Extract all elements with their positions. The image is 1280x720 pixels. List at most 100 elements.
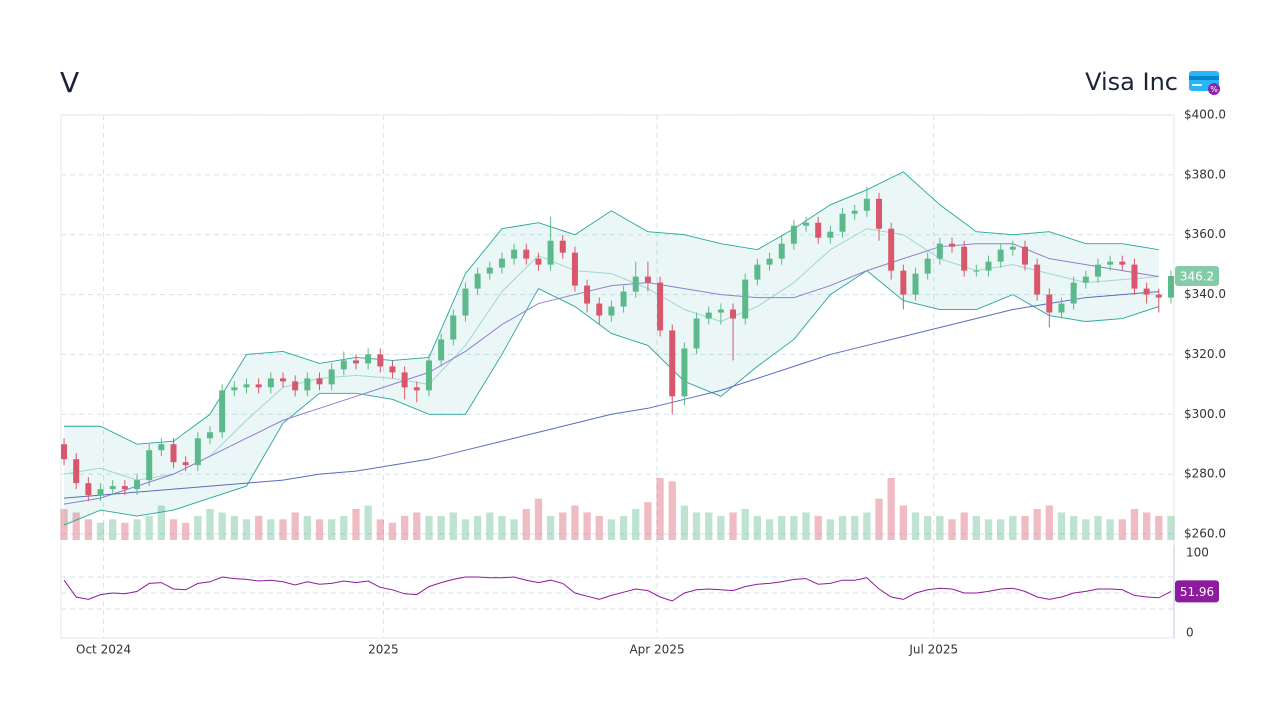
volume-bar: [717, 515, 725, 540]
candle-body: [267, 378, 274, 388]
rsi-tick-label: 0: [1186, 626, 1194, 640]
rsi-last-tag: [1175, 580, 1219, 603]
candle-body: [450, 315, 457, 340]
volume-bar: [534, 498, 543, 540]
candle-body: [316, 378, 323, 385]
volume-bar: [790, 515, 798, 540]
volume-bar: [644, 502, 652, 540]
candle-body: [778, 243, 785, 259]
volume-bar: [255, 515, 263, 540]
candle-body: [620, 291, 627, 307]
volume-bar: [778, 515, 786, 540]
candle-body: [669, 330, 676, 397]
volume-bar: [157, 505, 166, 540]
candle-body: [851, 210, 858, 214]
volume-bar: [692, 512, 701, 540]
candle-body: [608, 306, 615, 316]
volume-bar: [194, 515, 202, 540]
candle-body: [790, 225, 797, 244]
candle-body: [949, 243, 956, 247]
volume-bar: [473, 515, 482, 540]
band-lower: [63, 270, 1159, 526]
x-tick-label: 2025: [368, 643, 399, 657]
x-tick-label: Apr 2025: [629, 643, 684, 657]
candle-body: [438, 339, 445, 361]
average-line: [64, 291, 1159, 499]
volume-bar: [1069, 515, 1078, 540]
candle-body: [1155, 294, 1162, 298]
volume-bar: [1021, 515, 1029, 540]
candle-body: [377, 354, 384, 367]
candle-body: [158, 444, 165, 451]
volume-bar: [72, 512, 80, 540]
candle-body: [644, 276, 651, 283]
plot-frame: [60, 114, 1175, 639]
volume-bar: [510, 519, 518, 540]
volume-bar: [741, 509, 749, 540]
candle-body: [888, 228, 895, 271]
candle-body: [705, 312, 712, 319]
candle-body: [207, 432, 214, 439]
volume-bar: [1045, 505, 1053, 540]
volume-bar: [352, 509, 360, 540]
y-tick-label: $320.0: [1184, 347, 1226, 361]
candle-body: [194, 438, 201, 466]
candle-body: [693, 318, 700, 349]
volume-bar: [838, 515, 847, 540]
candle-body: [559, 240, 566, 253]
candle-body: [535, 258, 542, 265]
candle-body: [839, 213, 846, 232]
candle-body: [243, 384, 250, 388]
candle-body: [511, 249, 518, 259]
volume-bar: [96, 522, 105, 540]
candle-body: [1070, 282, 1077, 304]
volume-bar: [206, 509, 214, 540]
candle-body: [365, 354, 372, 364]
volume-bar: [607, 519, 616, 540]
volume-bar: [595, 515, 603, 540]
volume-bar: [230, 515, 238, 540]
volume-bar: [486, 512, 494, 540]
candle-body: [1094, 264, 1101, 277]
volume-bar: [571, 505, 579, 540]
volume-bar: [1155, 515, 1163, 540]
card-icon: %: [1189, 71, 1220, 95]
candle-body: [1009, 246, 1016, 250]
band-upper: [64, 171, 1159, 445]
last-price-label: 346.2: [1180, 270, 1214, 284]
volume-bar: [218, 512, 226, 540]
volume-bar: [729, 512, 737, 540]
candle-body: [766, 258, 773, 265]
candle-body: [912, 273, 919, 295]
volume-bar: [546, 515, 555, 540]
volume-bar: [1009, 515, 1017, 540]
volume-bar: [449, 512, 457, 540]
volume-bar: [814, 515, 822, 540]
volume-bar: [242, 519, 251, 540]
volume-bar: [267, 519, 275, 540]
last-price-tag: [1175, 266, 1219, 287]
volume-bar: [169, 519, 178, 540]
candle-body: [1119, 261, 1126, 265]
volume-bar: [1057, 512, 1066, 540]
volume-bar: [753, 515, 762, 540]
volume-bar: [340, 515, 348, 540]
volume-bar: [619, 515, 628, 540]
candle-body: [961, 246, 968, 271]
candle-body: [1082, 276, 1089, 283]
volume-bar: [291, 512, 299, 540]
volume-bar: [826, 519, 835, 540]
candle-body: [863, 198, 870, 211]
candle-body: [754, 264, 761, 280]
candle-body: [340, 360, 347, 370]
volume-bar: [802, 512, 810, 540]
volume-bar: [400, 515, 409, 540]
candle-body: [389, 366, 396, 373]
volume-bar: [1082, 519, 1090, 540]
rsi-tick-label: 100: [1186, 546, 1209, 560]
candle-body: [1046, 294, 1053, 313]
candle-body: [571, 252, 578, 286]
volume-bar: [899, 505, 908, 540]
volume-bar: [1094, 515, 1102, 540]
